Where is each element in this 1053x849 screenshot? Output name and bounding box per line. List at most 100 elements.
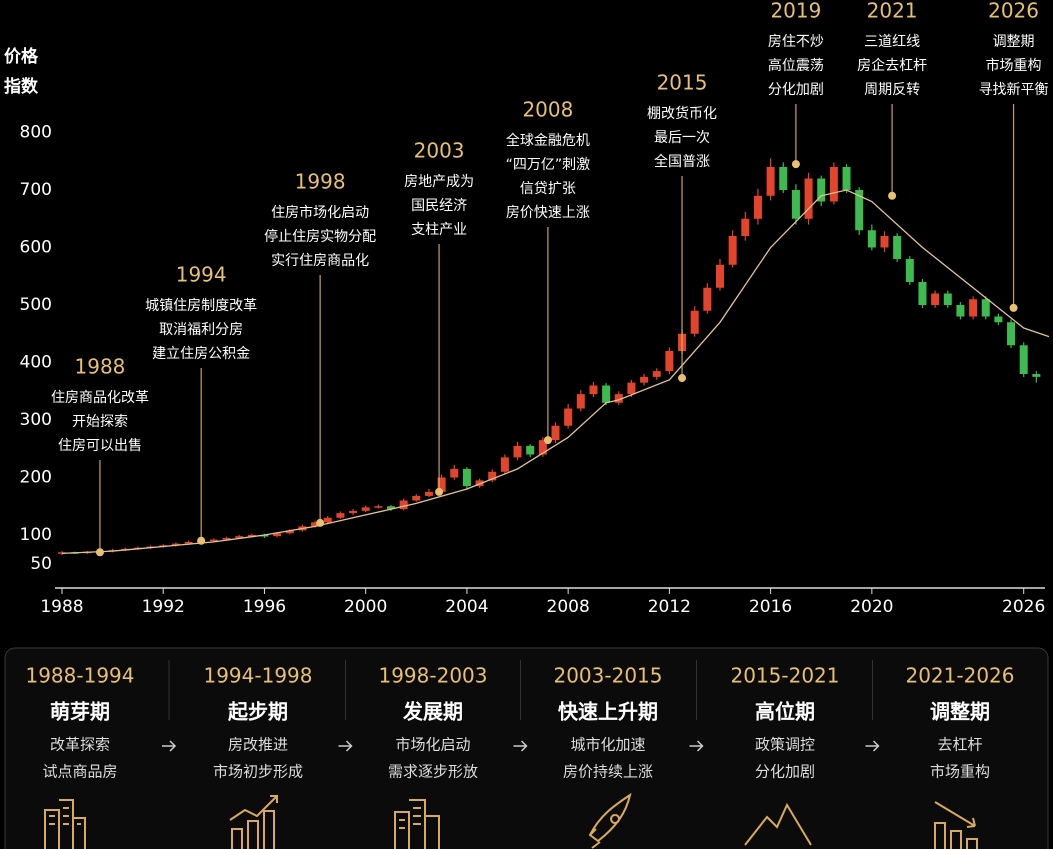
annotation-text: 住房市场化启动 bbox=[271, 204, 369, 221]
phase-icon bbox=[229, 795, 278, 849]
candle-body bbox=[424, 491, 433, 496]
candle-body bbox=[538, 440, 547, 455]
candle-body bbox=[791, 190, 800, 219]
candle-body bbox=[361, 507, 370, 511]
candle-body bbox=[475, 480, 484, 487]
phase-text: 城市化加速 bbox=[570, 736, 645, 754]
phase-text: 房改推进 bbox=[228, 736, 288, 754]
y-tick-label: 100 bbox=[20, 525, 52, 545]
x-tick-label: 1996 bbox=[243, 597, 286, 617]
annotation-text: 停止住房实物分配 bbox=[264, 228, 376, 245]
annotation-text: 房价快速上涨 bbox=[506, 205, 590, 221]
annotation-text: 市场重构 bbox=[986, 57, 1042, 74]
candle-body bbox=[564, 408, 573, 426]
phase-text: 市场初步形成 bbox=[213, 763, 303, 781]
annotation-text: 城镇住房制度改革 bbox=[145, 298, 257, 314]
annotation-text: 周期反转 bbox=[864, 82, 920, 98]
x-tick-label: 2000 bbox=[344, 597, 387, 617]
phase-text: 市场化启动 bbox=[395, 736, 470, 754]
candle-body bbox=[640, 376, 649, 383]
candle-body bbox=[893, 236, 902, 259]
annotation-text: 调整期 bbox=[993, 34, 1035, 50]
phase-name: 萌芽期 bbox=[50, 700, 110, 724]
annotation-text: 全国普涨 bbox=[654, 153, 710, 170]
candle-body bbox=[703, 287, 712, 311]
annotation-marker bbox=[1009, 303, 1018, 312]
candle-body bbox=[526, 445, 535, 455]
y-tick-label: 400 bbox=[20, 353, 52, 373]
candle-body bbox=[817, 178, 826, 202]
annotation-year: 2019 bbox=[770, 0, 821, 23]
annotation-text: 信贷扩张 bbox=[520, 181, 576, 197]
annotation-text: 住房可以出售 bbox=[58, 438, 142, 454]
candle-body bbox=[311, 522, 320, 527]
candle-body bbox=[399, 500, 408, 510]
phase-arrow bbox=[865, 740, 880, 752]
annotation-marker bbox=[95, 548, 104, 557]
y-tick-label: 50 bbox=[30, 554, 52, 574]
annotation-text: 房住不炒 bbox=[768, 34, 824, 50]
candle-body bbox=[1007, 322, 1016, 346]
annotation-text: 寻找新平衡 bbox=[979, 82, 1049, 98]
phase-text: 政策调控 bbox=[755, 736, 815, 754]
annotation-year: 2021 bbox=[867, 0, 918, 23]
candle-body bbox=[969, 299, 978, 317]
candle-body bbox=[1019, 345, 1028, 374]
phase-text: 房价持续上涨 bbox=[563, 763, 653, 781]
candle-body bbox=[602, 385, 611, 403]
phase-years: 2015-2021 bbox=[730, 664, 839, 688]
candle-body bbox=[1032, 374, 1041, 377]
candle-body bbox=[741, 218, 750, 236]
candle-body bbox=[880, 236, 889, 248]
candle-body bbox=[943, 293, 952, 305]
annotation-marker bbox=[888, 191, 897, 200]
candle-body bbox=[437, 477, 446, 492]
candle-body bbox=[779, 167, 788, 190]
y-tick-label: 200 bbox=[20, 468, 52, 488]
annotation-year: 2008 bbox=[522, 98, 573, 122]
annotation-year: 2015 bbox=[657, 71, 708, 95]
annotation-text: 取消福利分房 bbox=[159, 322, 243, 338]
phase-panel bbox=[4, 647, 1049, 849]
phase-text: 需求逐步形放 bbox=[388, 763, 478, 781]
phase-icon bbox=[394, 799, 440, 849]
y-tick-label: 600 bbox=[20, 238, 52, 258]
candle-body bbox=[576, 394, 585, 409]
candle-body bbox=[614, 394, 623, 403]
x-tick-label: 2020 bbox=[850, 597, 893, 617]
annotation-marker bbox=[316, 518, 325, 527]
annotation-marker bbox=[678, 374, 687, 383]
y-axis-title: 指数 bbox=[4, 76, 39, 97]
candle-body bbox=[665, 351, 674, 372]
phase-icon bbox=[588, 792, 632, 849]
x-tick-label: 2026 bbox=[1002, 597, 1045, 617]
phase-arrow bbox=[338, 740, 353, 752]
annotation-text: 最后一次 bbox=[654, 130, 710, 146]
phase-name: 发展期 bbox=[402, 700, 463, 724]
candle-body bbox=[222, 537, 231, 540]
candle-body bbox=[323, 517, 332, 523]
candle-body bbox=[412, 495, 421, 501]
annotation-marker bbox=[197, 536, 206, 545]
annotation-text: 分化加剧 bbox=[768, 82, 824, 98]
y-tick-label: 700 bbox=[20, 180, 52, 200]
phase-arrow bbox=[689, 740, 704, 752]
phase-years: 1994-1998 bbox=[203, 664, 312, 688]
candle-body bbox=[766, 167, 775, 196]
candle-body bbox=[905, 259, 914, 282]
annotation-text: 高位震荡 bbox=[768, 57, 824, 74]
candle-body bbox=[627, 382, 636, 395]
annotation-year: 1994 bbox=[176, 263, 227, 287]
candle-body bbox=[247, 535, 256, 537]
candle-body bbox=[273, 533, 282, 537]
candle-body bbox=[285, 530, 294, 534]
phase-icon bbox=[44, 799, 86, 849]
candle-body bbox=[918, 282, 927, 305]
candle-body bbox=[690, 310, 699, 334]
phase-icon bbox=[744, 802, 812, 846]
phase-name: 起步期 bbox=[227, 700, 288, 724]
candle-body bbox=[842, 167, 851, 190]
candle-body bbox=[589, 385, 598, 395]
